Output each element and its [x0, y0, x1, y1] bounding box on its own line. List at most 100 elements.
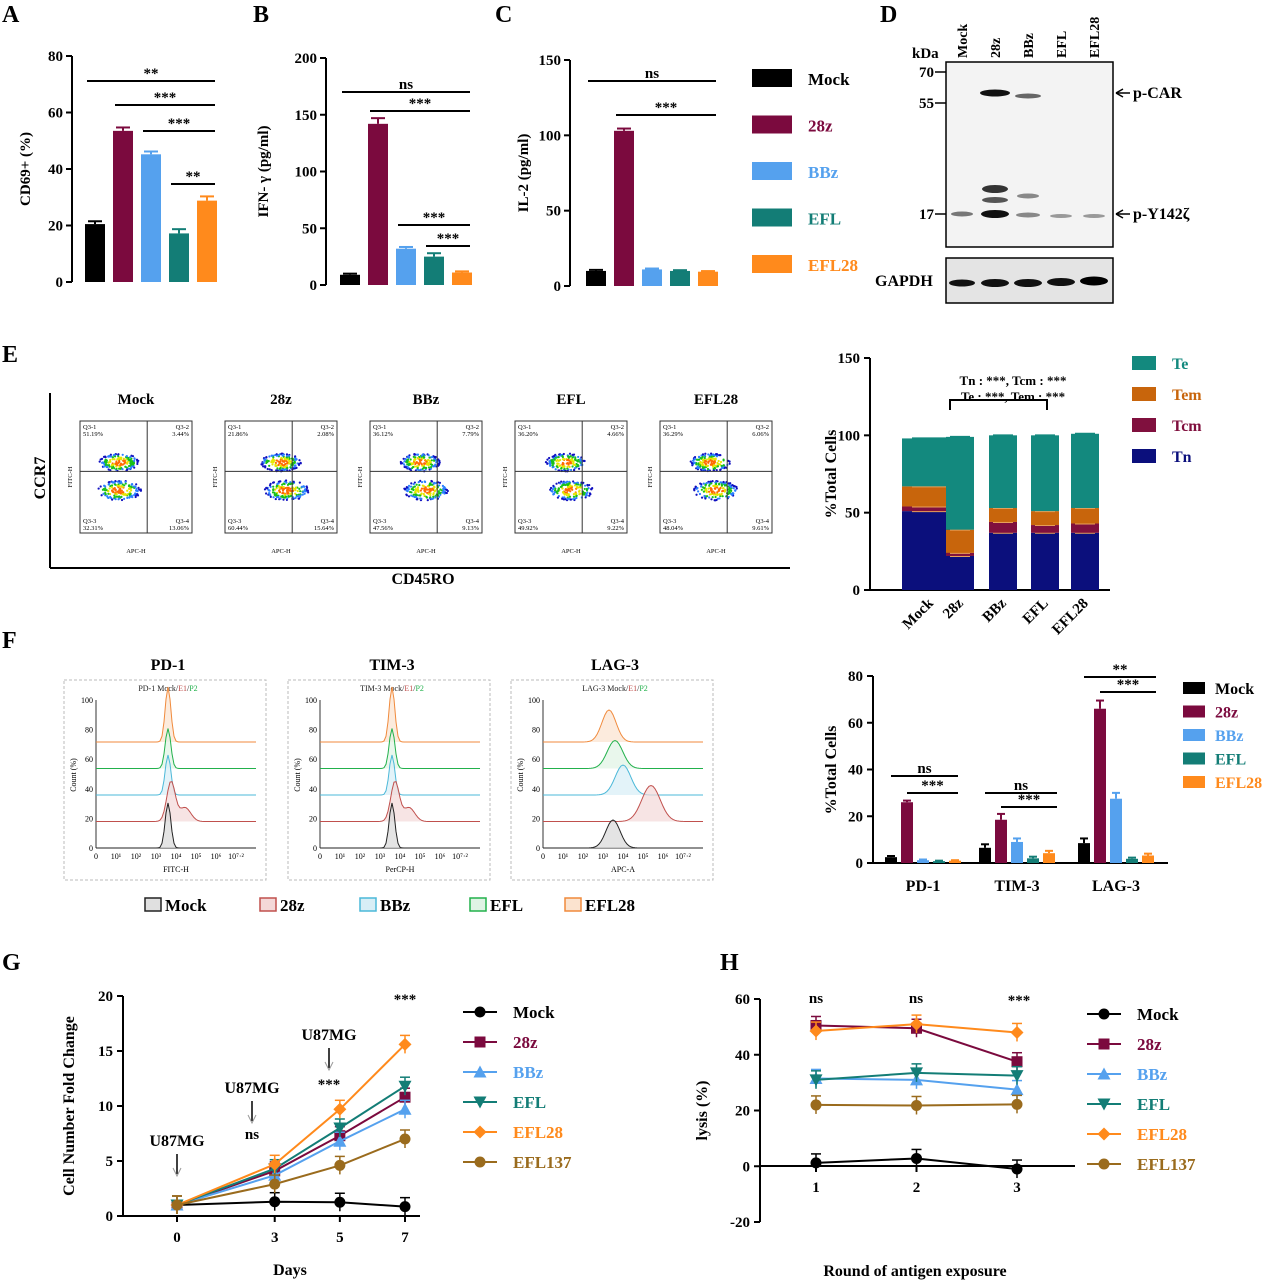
hist-x-tick: 0 [541, 852, 545, 861]
legend-label-28z: 28z [808, 117, 833, 136]
dot [708, 484, 711, 487]
series-line-EFL [176, 1085, 406, 1206]
dot [265, 460, 269, 463]
dot [408, 460, 411, 464]
dot [415, 483, 418, 486]
hist-x-tick: 10⁴ [395, 852, 406, 861]
stack-Tem [946, 529, 974, 553]
dot [724, 489, 727, 492]
dot [575, 459, 578, 462]
dot [572, 495, 576, 498]
bar-Mock [979, 847, 991, 863]
dot [278, 467, 281, 470]
dot [588, 483, 591, 487]
legend-label-BBz: BBz [1137, 1065, 1168, 1084]
dot [698, 456, 701, 459]
dot [427, 454, 430, 457]
dot [568, 482, 571, 485]
dot [272, 496, 275, 499]
dot [285, 459, 288, 463]
marker [1098, 1008, 1110, 1020]
significance-label: *** [1008, 993, 1031, 1009]
dot [555, 482, 558, 485]
dot [407, 488, 410, 491]
hist-y-tick: 60 [309, 755, 317, 764]
dot [268, 464, 271, 467]
dot [572, 480, 575, 483]
bar-28z [995, 819, 1007, 863]
marker [1010, 1083, 1024, 1096]
dot [546, 458, 549, 461]
dot [421, 464, 424, 467]
lane-label: Mock [956, 24, 971, 58]
blot-band [982, 197, 1008, 203]
dot [582, 493, 585, 496]
dot [426, 462, 430, 465]
dot [420, 462, 423, 465]
blot-band [1015, 93, 1041, 99]
dot [424, 490, 427, 493]
dot [281, 491, 285, 494]
dot [562, 462, 565, 465]
dot [584, 496, 587, 499]
dot [705, 489, 708, 493]
dot [287, 454, 291, 457]
u87mg-arrow-head [247, 1114, 257, 1125]
u87mg-arrow-head [172, 1167, 182, 1178]
y-tick-label: 200 [295, 51, 318, 67]
dot [569, 484, 572, 487]
dot [434, 482, 438, 485]
dot [556, 496, 560, 499]
quad-label: Q3-2 [466, 424, 479, 431]
dot [297, 462, 301, 466]
hist-x-tick: 10³ [598, 852, 609, 861]
dot [566, 465, 569, 468]
dot [564, 483, 567, 487]
stack-Tem [989, 508, 1017, 522]
blot-band [981, 210, 1009, 218]
dot [590, 488, 593, 491]
dot [118, 497, 121, 500]
dot [98, 460, 101, 463]
dot [269, 485, 272, 488]
dot [294, 489, 297, 492]
dot [101, 488, 105, 491]
histogram [96, 780, 256, 822]
dot [700, 496, 704, 499]
dot [274, 497, 277, 501]
bar-BBz [141, 154, 161, 282]
dot [107, 455, 110, 458]
hist-y-tick: 40 [85, 785, 93, 794]
dot [702, 466, 705, 470]
dot [126, 496, 129, 499]
dot [301, 493, 304, 496]
dot [588, 494, 591, 497]
dot [119, 480, 122, 483]
dot [286, 491, 289, 494]
dot [118, 465, 121, 469]
dot [421, 457, 424, 460]
dot [417, 464, 420, 467]
dot [130, 489, 133, 492]
dot [713, 484, 717, 487]
dot [274, 461, 277, 465]
dot [559, 485, 562, 488]
hist-x-tick: 10¹ [111, 852, 122, 861]
dot [693, 457, 696, 460]
dot [714, 464, 717, 468]
bar-Mock [1078, 843, 1090, 863]
dot [722, 464, 725, 467]
dot [304, 490, 307, 493]
dot [109, 485, 112, 488]
dot [710, 493, 713, 496]
hist-x-tick: 10⁶ [658, 852, 669, 861]
dot [728, 462, 731, 465]
dot [566, 488, 569, 491]
dot [118, 481, 121, 484]
dot [113, 458, 116, 461]
marker [334, 1196, 346, 1208]
significance-label: *** [1117, 677, 1140, 693]
hist-y-tick: 0 [313, 844, 317, 853]
dot [702, 490, 705, 493]
legend-label-EFL: EFL [1137, 1095, 1170, 1114]
